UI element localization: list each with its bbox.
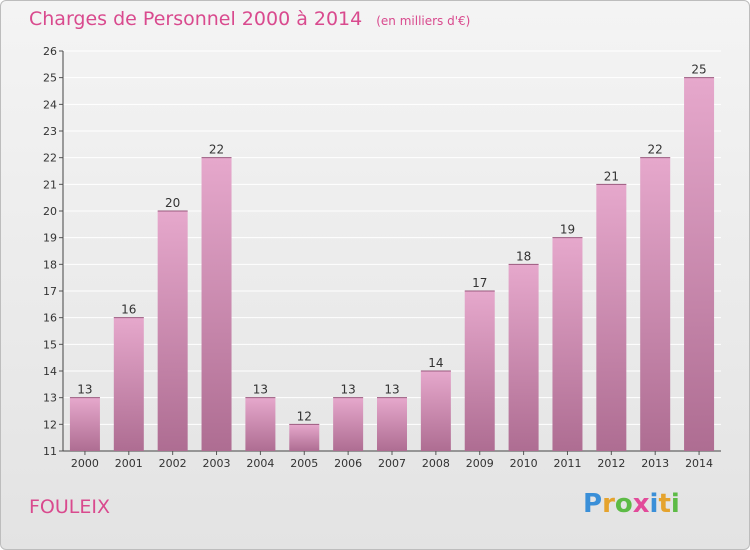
data-label: 17 [472, 276, 487, 290]
bar [640, 157, 671, 451]
data-label: 14 [428, 356, 443, 370]
data-label: 22 [648, 143, 663, 157]
data-label: 21 [604, 169, 619, 183]
bar [333, 397, 364, 451]
data-label: 25 [691, 63, 706, 77]
bar [245, 397, 276, 451]
bar [201, 157, 232, 451]
x-tick-label: 2005 [290, 457, 318, 470]
logo-letter: i [649, 489, 659, 519]
bar [69, 397, 100, 451]
x-tick-label: 2001 [115, 457, 143, 470]
commune-name: FOULEIX [29, 496, 111, 518]
chart-title: Charges de Personnel 2000 à 2014 (en mill… [29, 8, 470, 30]
bar [596, 184, 627, 452]
bar [113, 317, 144, 451]
y-tick-label: 24 [43, 98, 57, 111]
y-tick-label: 15 [43, 338, 57, 351]
chart-subtitle: (en milliers d'€) [376, 14, 471, 28]
bar [420, 371, 451, 451]
data-label: 12 [297, 409, 312, 423]
y-tick-label: 16 [43, 312, 57, 325]
x-tick-label: 2010 [510, 457, 538, 470]
x-tick-label: 2004 [246, 457, 274, 470]
data-label: 20 [165, 196, 180, 210]
x-tick-label: 2003 [203, 457, 231, 470]
data-label: 19 [560, 223, 575, 237]
logo-letter: r [602, 489, 615, 519]
y-tick-label: 19 [43, 232, 57, 245]
x-tick-label: 2011 [553, 457, 581, 470]
bar [684, 77, 715, 452]
data-label: 13 [253, 383, 268, 397]
proxiti-logo: Proxiti [583, 489, 680, 519]
data-label: 22 [209, 143, 224, 157]
bar [157, 211, 188, 451]
y-tick-label: 14 [43, 365, 57, 378]
data-label: 13 [77, 383, 92, 397]
data-label: 13 [384, 383, 399, 397]
data-label: 16 [121, 303, 136, 317]
x-tick-label: 2012 [597, 457, 625, 470]
y-tick-label: 26 [43, 45, 57, 58]
y-tick-label: 20 [43, 205, 57, 218]
logo-letter: i [670, 489, 680, 519]
y-tick-label: 23 [43, 125, 57, 138]
y-tick-label: 18 [43, 258, 57, 271]
x-tick-label: 2007 [378, 457, 406, 470]
x-tick-label: 2013 [641, 457, 669, 470]
bar [289, 424, 320, 451]
bar [464, 291, 495, 451]
logo-letter: t [658, 489, 671, 519]
x-tick-label: 2014 [685, 457, 713, 470]
y-tick-label: 25 [43, 72, 57, 85]
x-tick-label: 2006 [334, 457, 362, 470]
data-label: 13 [340, 383, 355, 397]
x-tick-label: 2002 [159, 457, 187, 470]
x-tick-label: 2000 [71, 457, 99, 470]
x-tick-label: 2008 [422, 457, 450, 470]
bar [377, 397, 407, 451]
y-tick-label: 22 [43, 152, 57, 165]
logo-letter: P [583, 489, 603, 519]
bar [508, 264, 539, 451]
logo-letter: x [632, 489, 650, 519]
logo-letter: o [614, 489, 633, 519]
bar [552, 237, 583, 451]
data-label: 18 [516, 249, 531, 263]
y-tick-label: 17 [43, 285, 57, 298]
y-tick-label: 11 [43, 445, 57, 458]
x-tick-label: 2009 [466, 457, 494, 470]
chart-title-text: Charges de Personnel 2000 à 2014 [29, 8, 363, 30]
y-tick-label: 12 [43, 418, 57, 431]
y-tick-label: 13 [43, 392, 57, 405]
y-tick-label: 21 [43, 178, 57, 191]
